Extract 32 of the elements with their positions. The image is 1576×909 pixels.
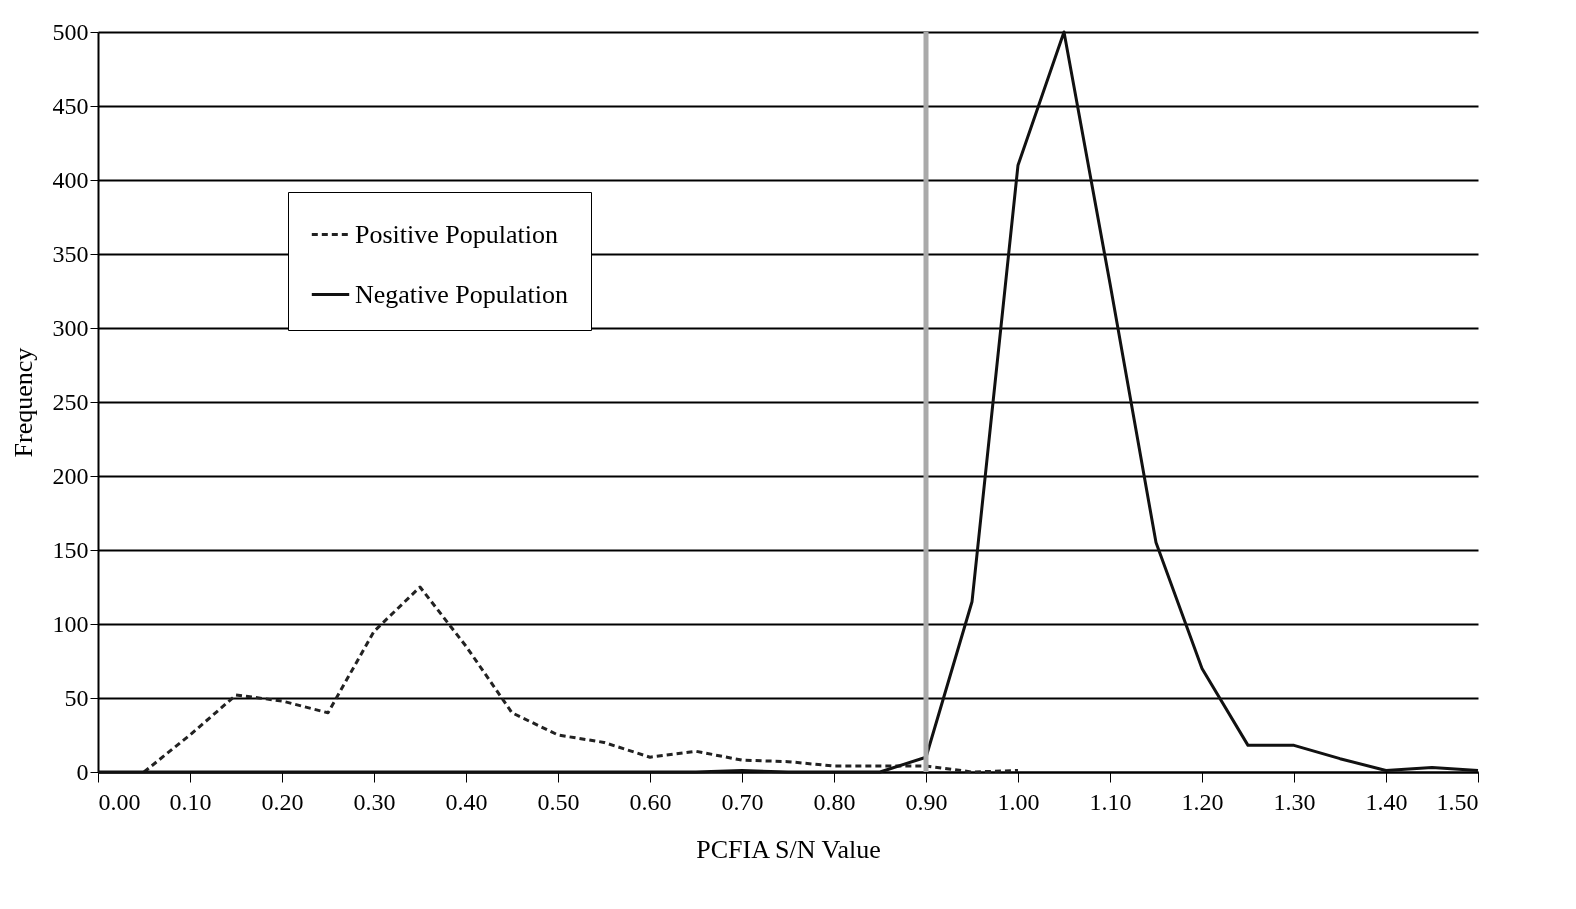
y-tick-label: 350 xyxy=(52,240,89,267)
x-tick-label: 0.20 xyxy=(261,788,304,815)
y-tick-label: 300 xyxy=(52,314,89,341)
x-tick-label: 1.30 xyxy=(1273,788,1316,815)
x-tick-label: 1.40 xyxy=(1365,788,1408,815)
legend-label: Negative Population xyxy=(355,279,569,309)
x-tick-label: 0.70 xyxy=(721,788,764,815)
y-axis-title: Frequency xyxy=(8,347,38,458)
x-tick-label: 0.80 xyxy=(813,788,856,815)
x-tick-label: 0.10 xyxy=(169,788,212,815)
x-tick-label: 0.50 xyxy=(537,788,580,815)
y-tick-label: 150 xyxy=(52,536,89,563)
y-tick-label: 100 xyxy=(52,610,89,637)
y-tick-label: 400 xyxy=(52,166,89,193)
x-tick-label: 0.30 xyxy=(353,788,396,815)
x-tick-label: 0.00 xyxy=(98,788,141,815)
y-tick-label: 200 xyxy=(52,462,89,489)
y-tick-label: 250 xyxy=(52,388,89,415)
x-tick-label: 0.60 xyxy=(629,788,672,815)
x-axis-title: PCFIA S/N Value xyxy=(696,834,881,864)
x-tick-label: 1.10 xyxy=(1089,788,1132,815)
x-tick-label: 0.40 xyxy=(445,788,488,815)
legend-label: Positive Population xyxy=(355,219,558,249)
y-tick-label: 50 xyxy=(64,684,89,711)
y-tick-label: 0 xyxy=(76,758,89,785)
x-tick-label: 0.90 xyxy=(905,788,948,815)
line-series xyxy=(142,585,1020,774)
y-tick-label: 450 xyxy=(52,92,89,119)
y-tick-label: 500 xyxy=(52,18,89,45)
x-tick-label: 1.50 xyxy=(1436,788,1479,815)
x-tick-label: 1.20 xyxy=(1181,788,1224,815)
x-tick-label: 1.00 xyxy=(997,788,1040,815)
